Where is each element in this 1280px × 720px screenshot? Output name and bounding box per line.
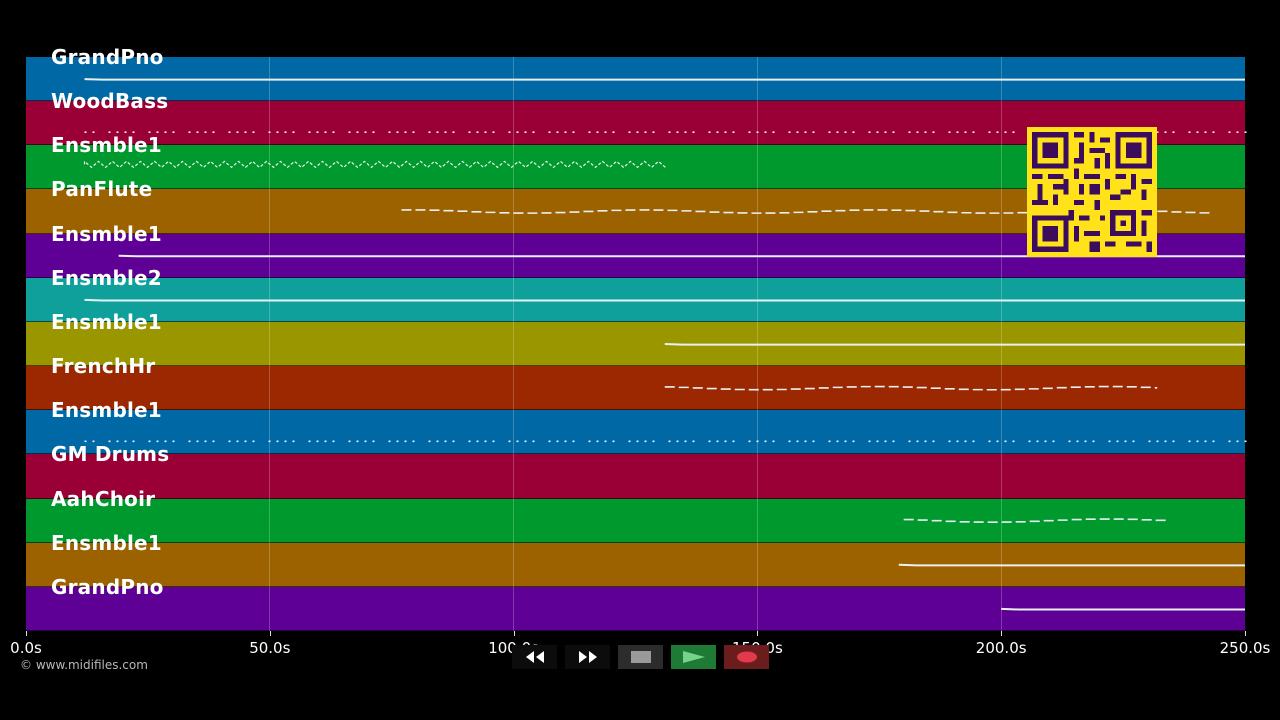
track-label: AahChoir [51,486,156,511]
track-label: Ensmble1 [51,133,162,158]
track-label: PanFlute [51,177,153,202]
track-lane [26,586,1245,631]
time-tick-mark [513,631,515,636]
track-label: FrenchHr [51,354,156,379]
track-label: Ensmble1 [51,530,162,555]
track-label: Ensmble1 [51,221,162,246]
time-tick-label: 200.0s [975,639,1027,657]
fast-forward-icon [578,651,597,663]
track-lane [26,410,1245,455]
qr-code [1027,127,1157,257]
track-label: Ensmble2 [51,265,162,290]
fast-forward-button[interactable] [565,645,610,669]
time-tick-label: 50.0s [249,639,291,657]
time-tick-label: 250.0s [1219,639,1271,657]
track-lane [26,366,1245,411]
track-lane [26,321,1245,367]
rewind-icon [525,651,544,663]
track-label: GrandPno [51,45,164,69]
track-lane [26,277,1245,322]
grid-line-150s [757,57,758,631]
copyright-text: © www.midifiles.com [20,658,148,672]
time-tick-mark [26,631,27,636]
time-tick-mark [1001,631,1003,636]
track-label: GM Drums [51,442,170,467]
play-icon [682,651,705,663]
track-lane [26,454,1245,499]
stop-icon [630,651,651,663]
grid-line-200s [1001,57,1002,631]
track-lane [26,498,1245,543]
transport-controls [512,645,769,669]
play-button[interactable] [671,645,716,669]
time-tick-mark [269,631,271,636]
record-button[interactable] [724,645,769,669]
stop-button[interactable] [618,645,663,669]
record-icon [736,651,757,663]
time-tick-label: 0.0s [10,639,42,657]
time-tick-mark [757,631,759,636]
track-lane [26,57,1245,102]
track-label: GrandPno [51,574,164,599]
grid-line-50s [269,57,270,631]
grid-line-100s [513,57,514,631]
time-tick-mark [1245,631,1246,636]
track-lane [26,542,1245,587]
track-label: WoodBass [51,89,169,114]
rewind-button[interactable] [512,645,557,669]
track-label: Ensmble1 [51,398,162,423]
track-label: Ensmble1 [51,309,162,334]
